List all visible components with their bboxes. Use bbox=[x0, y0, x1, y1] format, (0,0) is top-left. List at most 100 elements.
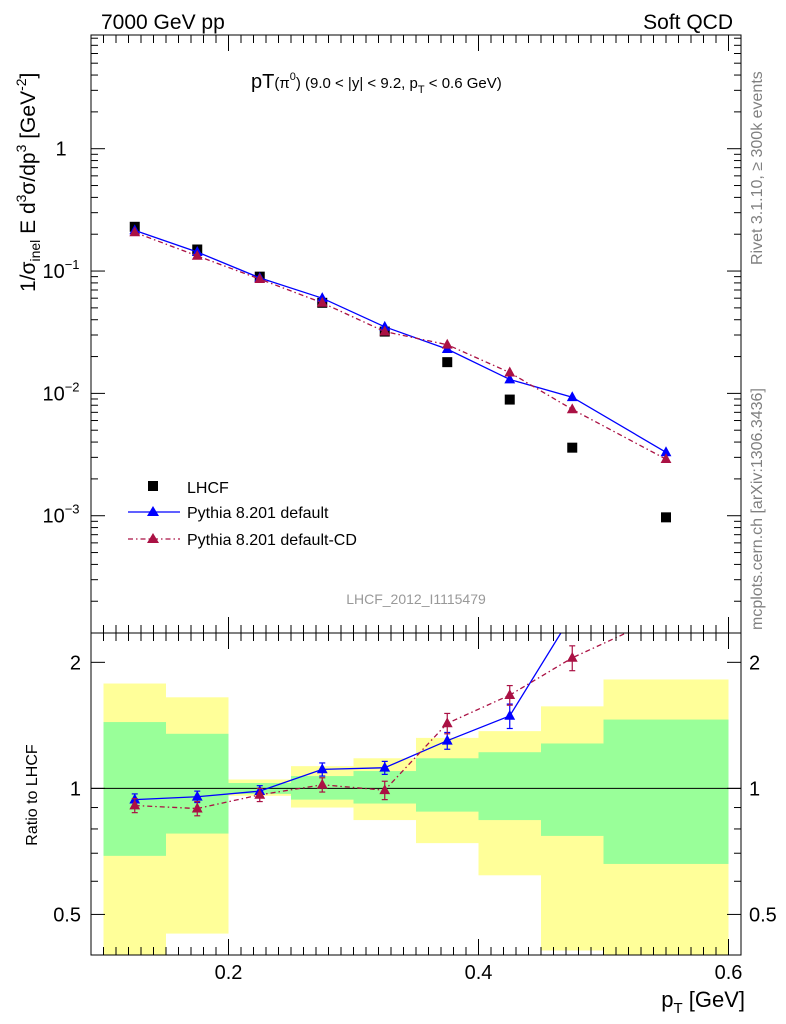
main-series bbox=[129, 221, 672, 523]
main-ytick-label-1: 10−1 bbox=[42, 257, 79, 283]
xlabel-main: p bbox=[661, 987, 673, 1012]
ylabel-c-sup: 3 bbox=[13, 144, 29, 152]
main-marker-1-6 bbox=[504, 373, 516, 384]
lhcf-point-8 bbox=[661, 512, 671, 523]
main-marker-2-5 bbox=[441, 338, 453, 349]
ratio-marker-0-4 bbox=[379, 761, 391, 772]
header-left: 7000 GeV pp bbox=[101, 11, 225, 34]
legend-marker-lhcf bbox=[148, 481, 158, 491]
legend-label-default: Pythia 8.201 default bbox=[187, 505, 329, 522]
main-ytick-label-base-2: 10 bbox=[42, 383, 64, 405]
ratio-band-green-6 bbox=[478, 752, 541, 821]
ratio-ytick-label-left-0: 2 bbox=[70, 652, 81, 674]
legend-marker-cd bbox=[147, 533, 159, 543]
ratio-marker-1-5 bbox=[441, 717, 453, 728]
ratio-band-green-7 bbox=[541, 743, 604, 836]
ylabel-d-sup: -2 bbox=[13, 78, 29, 91]
main-marker-2-7 bbox=[566, 403, 578, 414]
ratio-ytick-label-right-0: 2 bbox=[749, 652, 760, 674]
main-ytick-label-exp-3: −3 bbox=[65, 502, 80, 517]
ratio-series bbox=[129, 609, 672, 817]
plot-title-main: pT bbox=[251, 71, 274, 93]
xlabel: pT [GeV] bbox=[661, 987, 745, 1017]
legend-label-lhcf: LHCF bbox=[187, 480, 229, 497]
ylabel-b-sup: 3 bbox=[13, 194, 29, 202]
xlabel-unit: [GeV] bbox=[683, 987, 745, 1012]
ratio-marker-0-5 bbox=[441, 734, 453, 745]
plot-title-sub: T bbox=[418, 84, 425, 96]
main-ytick-label-exp-2: −2 bbox=[65, 379, 80, 394]
ratio-marker-1-6 bbox=[504, 689, 516, 700]
xtick-label-1: 0.4 bbox=[465, 962, 493, 984]
ratio-marker-1-3 bbox=[316, 778, 328, 789]
plot-title-tail: ) (9.0 < |y| < 9.2, p bbox=[296, 75, 418, 92]
main-marker-2-0 bbox=[129, 226, 141, 237]
ylabel-a-sub: inel bbox=[27, 240, 43, 262]
ratio-marker-0-3 bbox=[316, 763, 328, 774]
main-ytick-label-2: 10−2 bbox=[42, 379, 79, 405]
ratio-series-clipped bbox=[129, 609, 672, 817]
main-marker-2-8 bbox=[660, 453, 672, 464]
ratio-marker-1-1 bbox=[191, 802, 203, 813]
side-label-mcplots: mcplots.cern.ch [arXiv:1306.3436] bbox=[749, 388, 766, 630]
ratio-marker-0-1 bbox=[191, 790, 203, 801]
main-ytick-label-base-1: 10 bbox=[42, 261, 64, 283]
legend: LHCF Pythia 8.201 default Pythia 8.201 d… bbox=[128, 480, 357, 549]
ratio-band-green-8 bbox=[603, 719, 729, 864]
main-ytick-label-3: 10−3 bbox=[42, 502, 79, 528]
ratio-ytick-label-left-1: 1 bbox=[70, 778, 81, 800]
axis-tick-labels: 110−110−210−32 21 10.5 0.50.2 0.4 0.6 bbox=[42, 139, 776, 984]
header-right: Soft QCD bbox=[643, 11, 733, 34]
ratio-marker-1-0 bbox=[129, 799, 141, 810]
ylabel-c: σ/dp bbox=[17, 152, 40, 194]
axis-ticks bbox=[91, 35, 742, 956]
lhcf-point-6 bbox=[504, 394, 515, 405]
ylabel-a: 1/σ bbox=[17, 261, 40, 292]
ylabel-e: ] bbox=[17, 73, 40, 79]
ratio-marker-1-2 bbox=[254, 788, 266, 799]
plot-title-particle: (π bbox=[274, 75, 289, 92]
ratio-band-green-5 bbox=[416, 758, 479, 812]
main-ytick-label-base-0: 1 bbox=[55, 139, 66, 161]
ratio-marker-1-8 bbox=[661, 609, 672, 619]
main-marker-1-7 bbox=[566, 391, 578, 402]
ratio-ytick-label-right-1: 1 bbox=[749, 778, 760, 800]
ratio-marker-1-7 bbox=[566, 651, 578, 662]
main-marker-2-3 bbox=[316, 296, 328, 307]
main-line-2 bbox=[134, 231, 667, 460]
ratio-ytick-label-left-2: 0.5 bbox=[53, 904, 81, 926]
ratio-band-green-1 bbox=[166, 733, 229, 834]
main-marker-1-8 bbox=[660, 446, 672, 457]
ratio-ytick-label-right-2: 0.5 bbox=[749, 904, 777, 926]
main-ytick-label-exp-1: −1 bbox=[65, 257, 80, 272]
main-marker-2-1 bbox=[191, 249, 203, 260]
xtick-label-0: 0.2 bbox=[215, 962, 243, 984]
ratio-bands bbox=[103, 679, 729, 955]
main-marker-2-6 bbox=[504, 366, 516, 377]
main-ylabel: 1/σinel E d3σ/dp3 [GeV-2] bbox=[13, 73, 43, 292]
main-ytick-label-0: 1 bbox=[55, 139, 66, 161]
ratio-ylabel: Ratio to LHCF bbox=[24, 744, 41, 846]
main-line-1 bbox=[134, 229, 667, 453]
plot-title-end: < 0.6 GeV) bbox=[425, 75, 502, 92]
analysis-watermark: LHCF_2012_I1115479 bbox=[346, 591, 486, 607]
main-marker-2-2 bbox=[254, 273, 266, 283]
lhcf-point-7 bbox=[567, 442, 578, 453]
xlabel-sub: T bbox=[673, 1000, 682, 1017]
plot-title: pT(π0) (9.0 < |y| < 9.2, pT < 0.6 GeV) bbox=[251, 71, 502, 96]
xtick-label-2: 0.6 bbox=[715, 962, 743, 984]
ylabel-d: [GeV bbox=[17, 91, 40, 145]
legend-marker-default bbox=[147, 506, 159, 516]
main-ytick-label-base-3: 10 bbox=[42, 506, 64, 528]
main-marker-2-4 bbox=[379, 325, 391, 336]
legend-label-cd: Pythia 8.201 default-CD bbox=[187, 532, 357, 549]
ratio-band-green-0 bbox=[103, 722, 166, 856]
side-label-rivet: Rivet 3.1.10, ≥ 300k events bbox=[749, 71, 766, 265]
ratio-marker-0-7 bbox=[567, 609, 578, 619]
ylabel-b: E d bbox=[17, 202, 40, 239]
plot-title-sup: 0 bbox=[290, 71, 296, 83]
ratio-marker-1-4 bbox=[379, 784, 391, 795]
ratio-marker-0-6 bbox=[504, 709, 516, 720]
ratio-line-0 bbox=[134, 633, 562, 801]
